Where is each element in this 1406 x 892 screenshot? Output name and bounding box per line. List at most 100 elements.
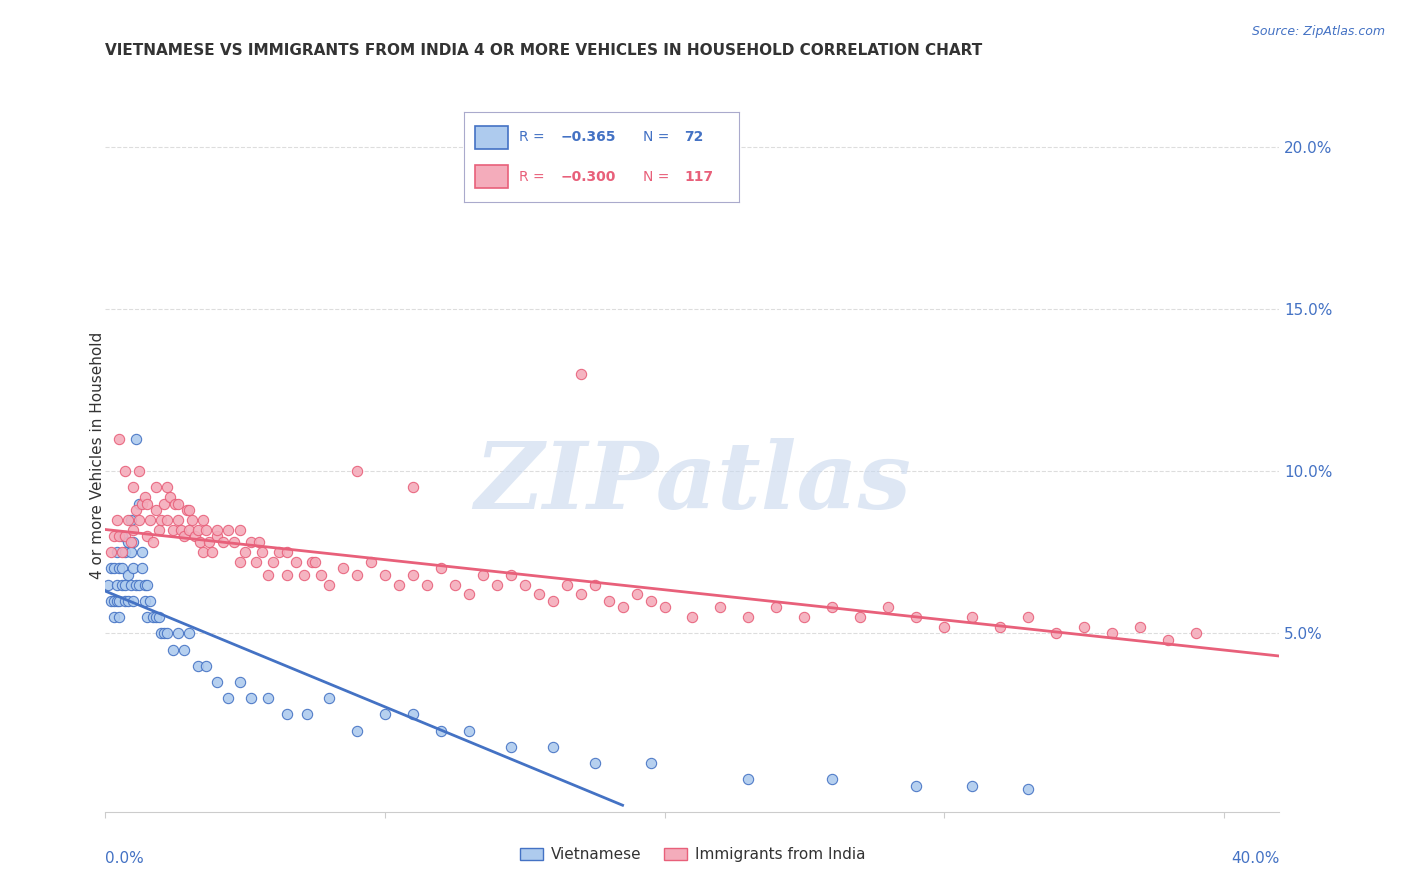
Point	[193, 545, 215, 559]
Point	[374, 707, 396, 722]
Point	[201, 545, 224, 559]
Point	[513, 577, 536, 591]
Point	[187, 658, 209, 673]
Point	[247, 535, 270, 549]
Point	[114, 529, 136, 543]
Point	[128, 513, 150, 527]
Point	[105, 577, 128, 591]
Point	[737, 610, 759, 624]
Point	[332, 561, 354, 575]
Point	[793, 610, 815, 624]
Point	[499, 568, 522, 582]
Point	[103, 561, 125, 575]
Point	[100, 545, 122, 559]
Point	[905, 779, 928, 793]
Point	[292, 568, 315, 582]
Point	[108, 561, 131, 575]
Point	[117, 513, 139, 527]
Point	[346, 464, 368, 478]
Point	[239, 535, 262, 549]
Point	[256, 568, 278, 582]
Point	[541, 594, 564, 608]
Point	[125, 432, 148, 446]
Point	[167, 513, 190, 527]
Point	[471, 188, 494, 202]
Point	[195, 523, 218, 537]
Point	[960, 610, 983, 624]
Point	[295, 707, 318, 722]
Point	[374, 568, 396, 582]
Point	[471, 568, 494, 582]
Point	[233, 545, 256, 559]
Point	[184, 529, 207, 543]
Point	[105, 545, 128, 559]
Point	[139, 594, 162, 608]
Point	[222, 535, 245, 549]
Point	[111, 529, 134, 543]
Point	[156, 480, 179, 494]
Point	[105, 594, 128, 608]
Point	[114, 594, 136, 608]
Point	[108, 594, 131, 608]
Point	[598, 594, 620, 608]
Point	[276, 568, 298, 582]
Point	[207, 523, 229, 537]
Point	[187, 523, 209, 537]
Point	[100, 561, 122, 575]
Point	[117, 568, 139, 582]
Point	[150, 513, 173, 527]
Point	[128, 497, 150, 511]
Point	[128, 577, 150, 591]
Point	[318, 577, 340, 591]
Point	[457, 587, 479, 601]
Point	[179, 523, 201, 537]
Point	[125, 577, 148, 591]
Point	[120, 513, 142, 527]
Point	[131, 545, 153, 559]
Point	[103, 594, 125, 608]
Point	[125, 503, 148, 517]
Point	[217, 691, 239, 706]
Point	[111, 561, 134, 575]
Point	[120, 545, 142, 559]
Point	[1184, 626, 1206, 640]
Point	[640, 756, 662, 770]
Point	[108, 610, 131, 624]
Point	[159, 490, 181, 504]
Point	[304, 555, 326, 569]
Point	[108, 432, 131, 446]
Point	[136, 497, 159, 511]
Point	[1045, 626, 1067, 640]
Point	[284, 555, 307, 569]
Point	[134, 490, 156, 504]
Point	[193, 513, 215, 527]
Point	[737, 772, 759, 787]
Point	[402, 480, 425, 494]
Point	[195, 658, 218, 673]
Point	[583, 577, 606, 591]
Point	[360, 555, 382, 569]
Point	[569, 587, 592, 601]
Point	[905, 610, 928, 624]
Point	[301, 555, 323, 569]
Point	[136, 577, 159, 591]
Point	[485, 577, 508, 591]
Point	[145, 610, 167, 624]
Point	[176, 503, 198, 517]
Point	[1156, 632, 1178, 647]
Point	[709, 600, 731, 615]
Point	[136, 529, 159, 543]
Point	[148, 523, 170, 537]
Point	[134, 594, 156, 608]
Point	[318, 691, 340, 706]
Point	[276, 707, 298, 722]
Point	[165, 497, 187, 511]
Point	[156, 626, 179, 640]
Point	[111, 577, 134, 591]
Point	[849, 610, 872, 624]
Point	[150, 626, 173, 640]
Point	[430, 561, 453, 575]
Text: 40.0%: 40.0%	[1232, 851, 1279, 866]
Text: VIETNAMESE VS IMMIGRANTS FROM INDIA 4 OR MORE VEHICLES IN HOUSEHOLD CORRELATION : VIETNAMESE VS IMMIGRANTS FROM INDIA 4 OR…	[105, 43, 983, 58]
Point	[402, 568, 425, 582]
